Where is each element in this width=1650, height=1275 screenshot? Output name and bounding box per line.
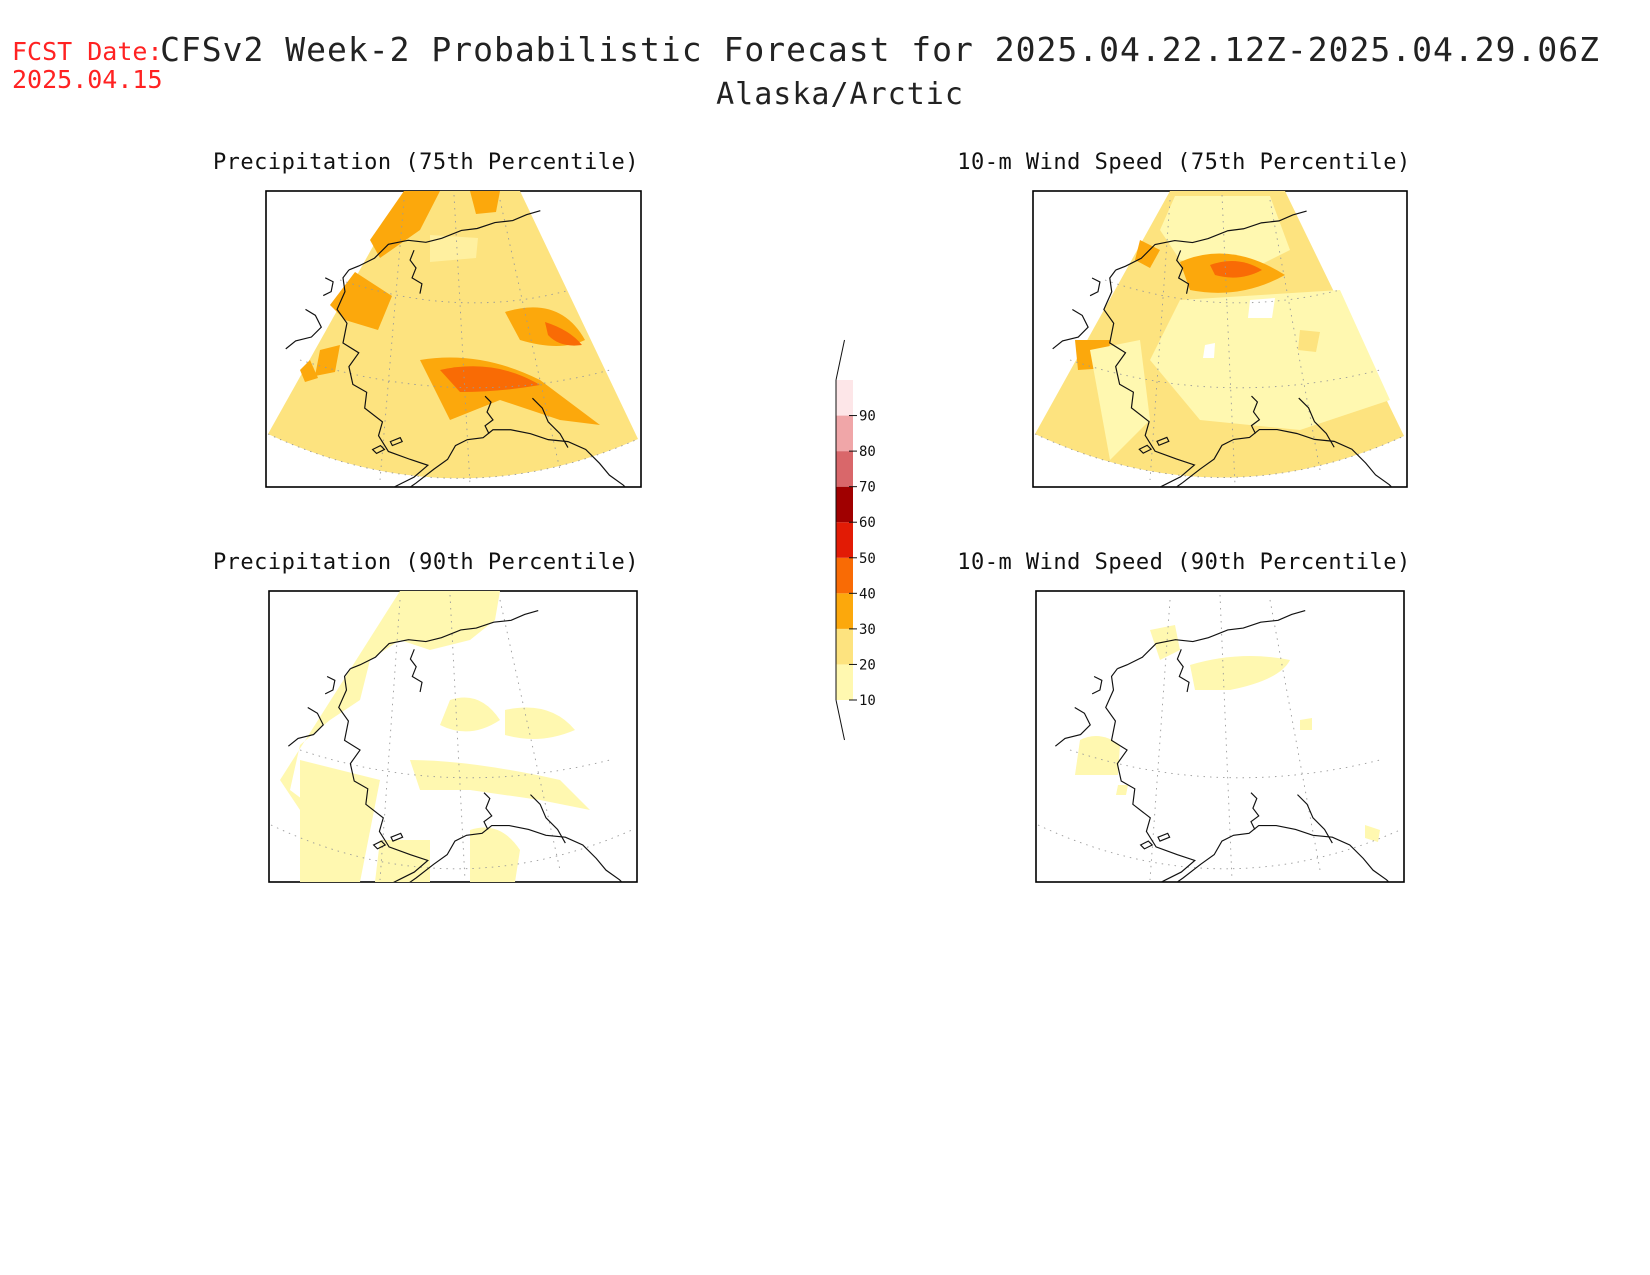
colorbar-tick-label: 30 bbox=[859, 622, 876, 638]
colorbar-tick-label: 80 bbox=[859, 444, 876, 460]
panel-title-wind-90: 10-m Wind Speed (90th Percentile) bbox=[957, 550, 1411, 575]
region-subtitle: Alaska/Arctic bbox=[716, 77, 964, 112]
panel-title-precip-75: Precipitation (75th Percentile) bbox=[212, 150, 640, 175]
page-title: CFSv2 Week-2 Probabilistic Forecast for … bbox=[0, 30, 1650, 112]
forecast-date: FCST Date: 2025.04.15 bbox=[12, 38, 163, 94]
main-title: CFSv2 Week-2 Probabilistic Forecast for … bbox=[160, 30, 1600, 69]
colorbar: 10 20 30 40 50 60 70 80 90 bbox=[835, 339, 876, 741]
colorbar-swatch-c40_50 bbox=[836, 557, 853, 594]
panel-precip-75 bbox=[265, 190, 642, 488]
panel-wind-90 bbox=[1035, 590, 1405, 883]
colorbar-tick-label: 60 bbox=[859, 515, 876, 531]
panel-title-precip-90: Precipitation (90th Percentile) bbox=[212, 550, 640, 575]
colorbar-tick-label: 50 bbox=[859, 551, 876, 567]
colorbar-swatch-c80_90 bbox=[836, 415, 853, 452]
colorbar-tick-label: 40 bbox=[859, 586, 876, 602]
colorbar-swatch-c20_30 bbox=[836, 628, 853, 665]
colorbar-tick-label: 10 bbox=[859, 693, 876, 709]
colorbar-swatch-c70_80 bbox=[836, 451, 853, 487]
colorbar-tick-label: 20 bbox=[859, 657, 876, 673]
panel-precip-90 bbox=[268, 590, 638, 883]
colorbar-swatch-c10_20 bbox=[836, 664, 853, 700]
panel-wind-75 bbox=[1032, 190, 1408, 488]
colorbar-tick-label: 90 bbox=[859, 409, 876, 425]
colorbar-swatch-c60_70 bbox=[836, 486, 853, 523]
colorbar-swatch-c90_100 bbox=[836, 380, 853, 416]
fcst-label: FCST Date: bbox=[12, 37, 163, 66]
panel-title-wind-75: 10-m Wind Speed (75th Percentile) bbox=[957, 150, 1411, 175]
colorbar-swatch-c50_60 bbox=[836, 522, 853, 558]
colorbar-tick-label: 70 bbox=[859, 480, 876, 496]
fcst-date-value: 2025.04.15 bbox=[12, 65, 163, 94]
colorbar-swatch-c30_40 bbox=[836, 593, 853, 629]
